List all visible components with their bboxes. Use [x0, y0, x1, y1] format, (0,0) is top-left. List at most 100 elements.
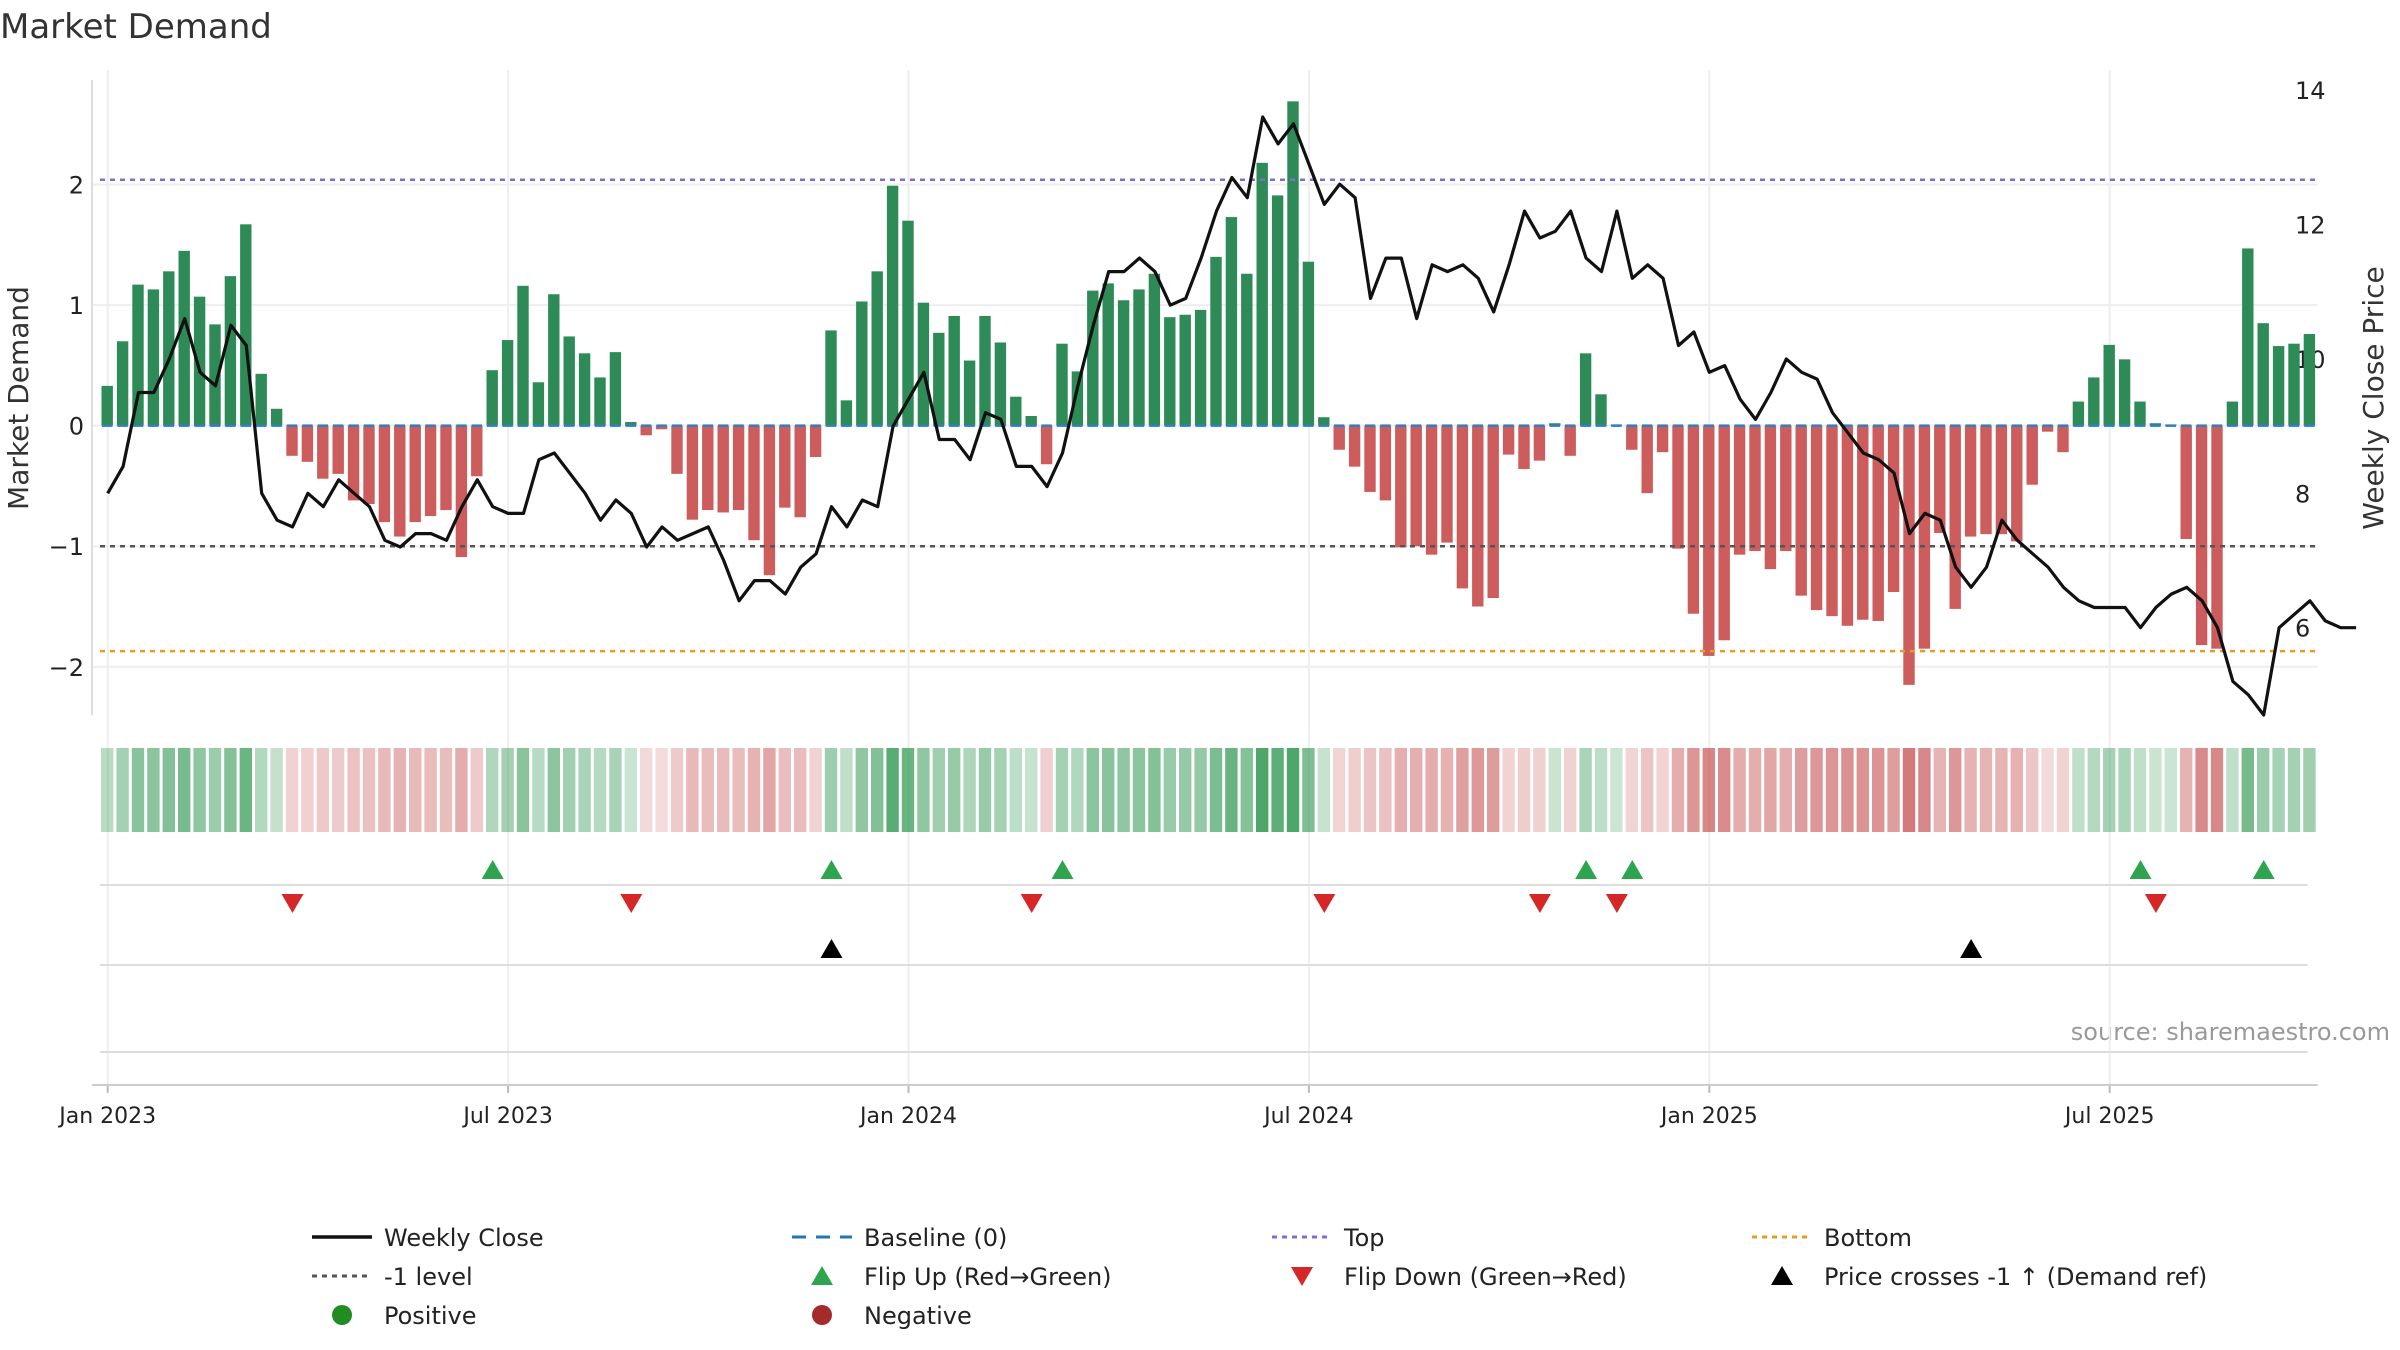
heat-cell [840, 748, 853, 832]
demand-bar [1410, 425, 1422, 547]
heat-cell [994, 748, 1007, 832]
heat-cell [2287, 748, 2301, 832]
demand-bar [1395, 425, 1407, 548]
demand-bar [609, 352, 622, 426]
heat-cell [2195, 748, 2208, 832]
demand-bar [686, 425, 699, 520]
heat-cell [378, 748, 391, 832]
demand-bar [578, 353, 591, 426]
source-note: source: sharemaestro.com [2071, 1018, 2390, 1046]
heat-cell [670, 748, 684, 832]
heat-cell [1487, 748, 1500, 832]
demand-bar [748, 425, 760, 541]
heat-cell [1071, 748, 1084, 832]
heat-cell [2272, 748, 2285, 832]
demand-bar [270, 408, 283, 426]
heat-cell [1425, 748, 1438, 832]
demand-bar [2195, 425, 2208, 646]
demand-bar [1687, 425, 1700, 614]
demand-bar [640, 425, 652, 436]
demand-bar [2257, 323, 2269, 426]
heat-cell [1517, 748, 1531, 832]
heat-cell [193, 748, 206, 832]
legend-symbol-triangle-up [811, 1266, 833, 1285]
heat-cell [2210, 748, 2224, 832]
demand-bar [1780, 425, 1792, 552]
heat-cell [2257, 748, 2270, 832]
demand-bar [1241, 273, 1253, 426]
heat-cell [362, 748, 376, 832]
heat-cell [1502, 748, 1515, 832]
demand-bar [825, 330, 837, 426]
demand-bar [1441, 425, 1453, 543]
heat-cell [1179, 748, 1192, 832]
demand-bar [378, 425, 391, 523]
heat-cell [563, 748, 576, 832]
demand-bar [1887, 425, 1900, 593]
demand-bar [517, 285, 529, 426]
heat-cell [1656, 748, 1669, 832]
demand-bar [594, 377, 606, 426]
demand-bar [2134, 401, 2146, 426]
heat-cell [101, 748, 114, 832]
heat-cell [593, 748, 607, 832]
demand-bar [1502, 425, 1515, 455]
heat-cell [1564, 748, 1577, 832]
heat-cell [1795, 748, 1808, 832]
heat-cell [1964, 748, 1977, 832]
heat-cell [609, 748, 622, 832]
heat-cell [2303, 748, 2316, 832]
heat-cell [1286, 748, 1300, 832]
y-tick-label: −2 [49, 654, 84, 682]
heat-cell [1271, 748, 1284, 832]
heat-cell [1733, 748, 1746, 832]
x-tick-label: Jan 2025 [1659, 1104, 1758, 1129]
demand-bar [2226, 401, 2239, 426]
heat-cell [624, 748, 637, 832]
demand-bar [1764, 425, 1777, 570]
legend-symbol-triangle-down [1291, 1267, 1313, 1286]
y-tick-label: 0 [69, 413, 84, 441]
demand-bar [1733, 425, 1746, 555]
demand-bar [1903, 425, 1915, 685]
demand-bar [2088, 377, 2100, 426]
heat-cell [1872, 748, 1885, 832]
y2-tick-label: 8 [2295, 480, 2310, 508]
heat-cell [1363, 748, 1377, 832]
x-tick-label: Jul 2024 [1262, 1104, 1354, 1129]
demand-bar [1364, 425, 1376, 492]
demand-bar [1148, 273, 1161, 426]
heat-cell [270, 748, 283, 832]
chart-title: Market Demand [0, 7, 272, 47]
grid-layer [92, 70, 2318, 1085]
heat-cell [1810, 748, 1823, 832]
heat-cell [2072, 748, 2085, 832]
demand-bar [933, 332, 945, 426]
demand-bar [209, 324, 221, 426]
heat-cell [116, 748, 129, 832]
heat-cell [1225, 748, 1238, 832]
heat-cell [2180, 748, 2193, 832]
demand-bar [1564, 425, 1576, 456]
heat-cell [547, 748, 560, 832]
demand-bar [2272, 346, 2285, 426]
demand-bar [625, 422, 637, 426]
demand-bar [1841, 425, 1854, 626]
demand-bar [1117, 300, 1130, 426]
demand-bar [101, 385, 113, 426]
demand-bar [1179, 314, 1191, 426]
heat-cell [424, 748, 437, 832]
heat-cell [1949, 748, 1962, 832]
heat-cell [871, 748, 884, 832]
demand-bar [840, 400, 853, 426]
heat-cell [1995, 748, 2008, 832]
heat-cell [131, 748, 145, 832]
demand-bar [1287, 101, 1299, 426]
heat-cell [439, 748, 453, 832]
heat-cell [501, 748, 514, 832]
heat-cell [1132, 748, 1146, 832]
legend-label: Top [1343, 1224, 1385, 1252]
demand-bar [2211, 425, 2223, 649]
heat-cell [1025, 748, 1038, 832]
heat-cell [301, 748, 314, 832]
